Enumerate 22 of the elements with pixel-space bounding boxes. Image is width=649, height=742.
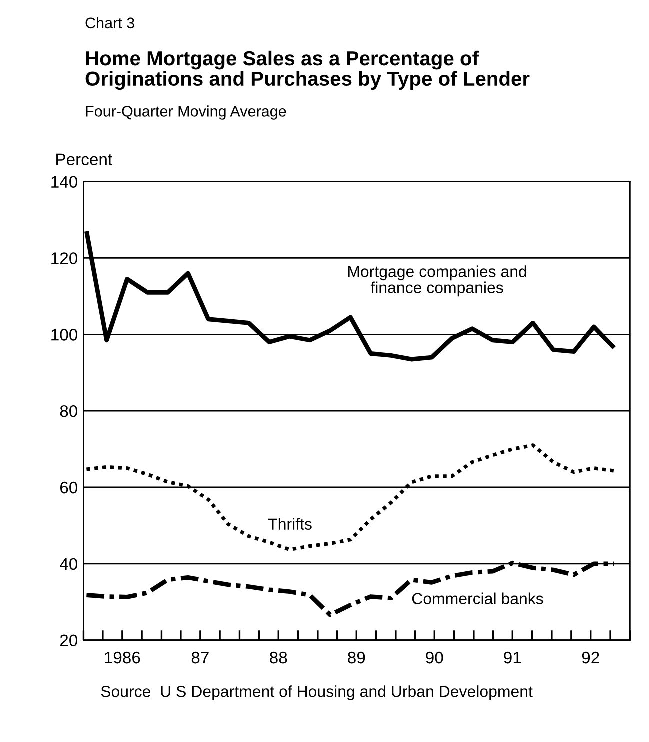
y-tick-label: 140 [52, 176, 78, 188]
y-tick-label: 120 [52, 252, 78, 264]
y-tick-label: 80 [60, 405, 78, 418]
x-tick-label: 91 [504, 652, 522, 664]
chart-subtitle: Four-Quarter Moving Average [86, 106, 286, 120]
x-tick-label: 88 [270, 652, 288, 664]
x-tick-label: 92 [582, 652, 600, 664]
y-tick-label: 40 [60, 558, 78, 570]
series-label: Mortgage companies and finance companies [348, 266, 526, 297]
y-tick-label: 20 [60, 634, 78, 647]
y-tick-label: 100 [52, 329, 78, 341]
series-label: Commercial banks [412, 592, 544, 605]
x-tick-label: 90 [426, 652, 444, 664]
series-label: Thrifts [268, 518, 312, 530]
y-tick-label: 60 [60, 482, 78, 494]
source-note: Source U S Department of Housing and Urban Development [101, 686, 533, 700]
x-tick-label: 1986 [105, 652, 140, 664]
caption: Chart 3 [86, 17, 134, 29]
x-tick-label: 89 [348, 652, 366, 664]
chart-title: Home Mortgage Sales as a Percentage of Originations and Purchases by Type of Lender [86, 50, 530, 90]
y-axis-title: Percent [56, 154, 112, 166]
x-tick-label: 87 [192, 652, 209, 664]
